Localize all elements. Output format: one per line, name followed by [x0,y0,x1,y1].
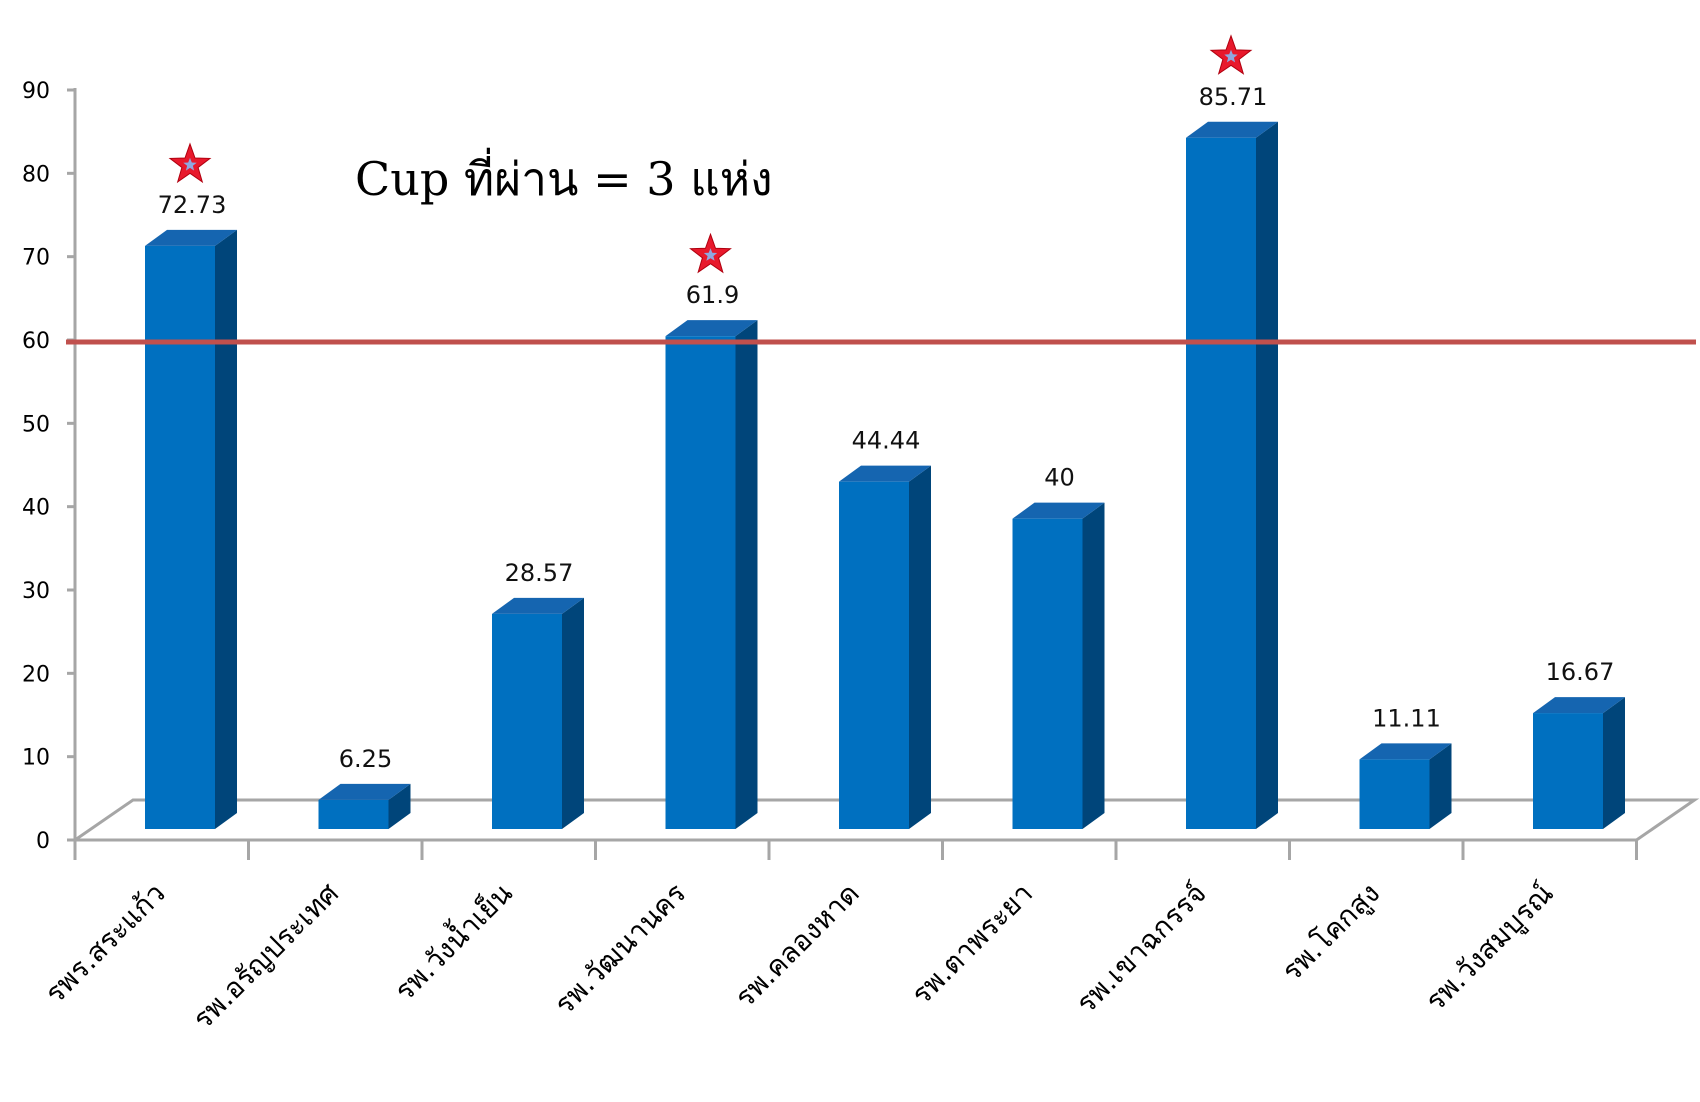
bar-front [1012,518,1083,829]
data-labels: 72.73 6.25 28.57 61.9 44.44 40 85.71 11.11 16.67 [158,83,1615,773]
y-tick-label: 10 [22,746,50,771]
y-tick-label: 80 [22,162,50,187]
data-label: 6.25 [339,745,392,773]
y-tick-label: 40 [22,496,50,521]
bar-top [1012,502,1105,519]
bar-side [735,320,758,829]
star-icon [1209,34,1253,75]
x-category-label: รพ.โคกสูง [1275,877,1387,989]
x-category-label: รพ.ตาพระยา [905,877,1039,1011]
bar-front [318,799,389,829]
x-category-label: รพ.วังสมบูรณ์ [1419,877,1561,1019]
bar [1359,743,1452,829]
star-icon [689,232,732,274]
bar-side [388,783,411,829]
bar [1533,697,1625,829]
bar-front [1186,137,1256,829]
x-category-label: รพ.วัฒนานคร [548,877,692,1021]
bar-top [1186,121,1278,138]
bar-top [839,465,931,482]
star-icon [168,142,212,184]
bar [665,320,758,829]
bar-front [145,245,215,829]
x-category-label: รพ.วังน้ำเย็น [385,874,518,1007]
bar [1012,502,1105,829]
data-label: 11.11 [1372,704,1441,732]
x-category-label: รพ.เขาฉกรรจ์ [1070,877,1213,1020]
bar-side [909,465,931,829]
bar-top [1533,697,1625,714]
chart-annotation: Cup ที่ผ่าน = 3 แห่ง [355,147,773,206]
data-label: 40 [1044,464,1075,492]
bar [1186,121,1278,829]
data-label: 28.57 [505,559,574,587]
bar-top [1359,743,1452,760]
bar-top [145,229,237,246]
y-tick-label: 70 [22,246,50,271]
data-label: 61.9 [686,281,739,309]
bar-side [562,597,584,829]
bar-front [1359,759,1430,829]
data-label: 85.71 [1199,83,1268,111]
data-label: 44.44 [852,427,921,455]
bars [145,121,1625,829]
data-label: 72.73 [158,191,227,219]
y-axis: 0 10 20 30 40 50 60 70 80 90 [22,79,77,854]
bar-front [665,336,736,829]
bar [318,783,411,829]
bar-front [839,481,909,829]
bar-front [1533,713,1603,829]
bar-side [1082,502,1105,829]
stars [168,34,1253,274]
bar-top [318,783,411,800]
data-label: 16.67 [1546,658,1615,686]
bar [839,465,931,829]
x-axis: รพร.สระแก้ว รพ.อรัญประเทศ รพ.วังน้ำเย็น รพ.… [39,838,1638,1036]
x-category-label: รพ.อรัญประเทศ [186,876,345,1035]
bar-front [492,613,562,829]
y-tick-label: 20 [22,662,50,687]
y-tick-label: 90 [22,79,50,104]
x-category-label: รพร.สระแก้ว [39,877,172,1010]
y-tick-label: 0 [36,829,50,854]
y-tick-label: 50 [22,412,50,437]
bar-side [1429,743,1452,829]
bar-top [665,320,758,337]
bar-side [1603,697,1625,829]
bar [492,597,584,829]
y-tick-label: 30 [22,579,50,604]
bar [145,229,237,829]
bar-top [492,597,584,614]
bar-side [215,229,237,829]
x-category-label: รพ.คลองหาด [728,877,865,1014]
bar-side [1256,121,1278,829]
y-tick-label: 60 [22,329,50,354]
